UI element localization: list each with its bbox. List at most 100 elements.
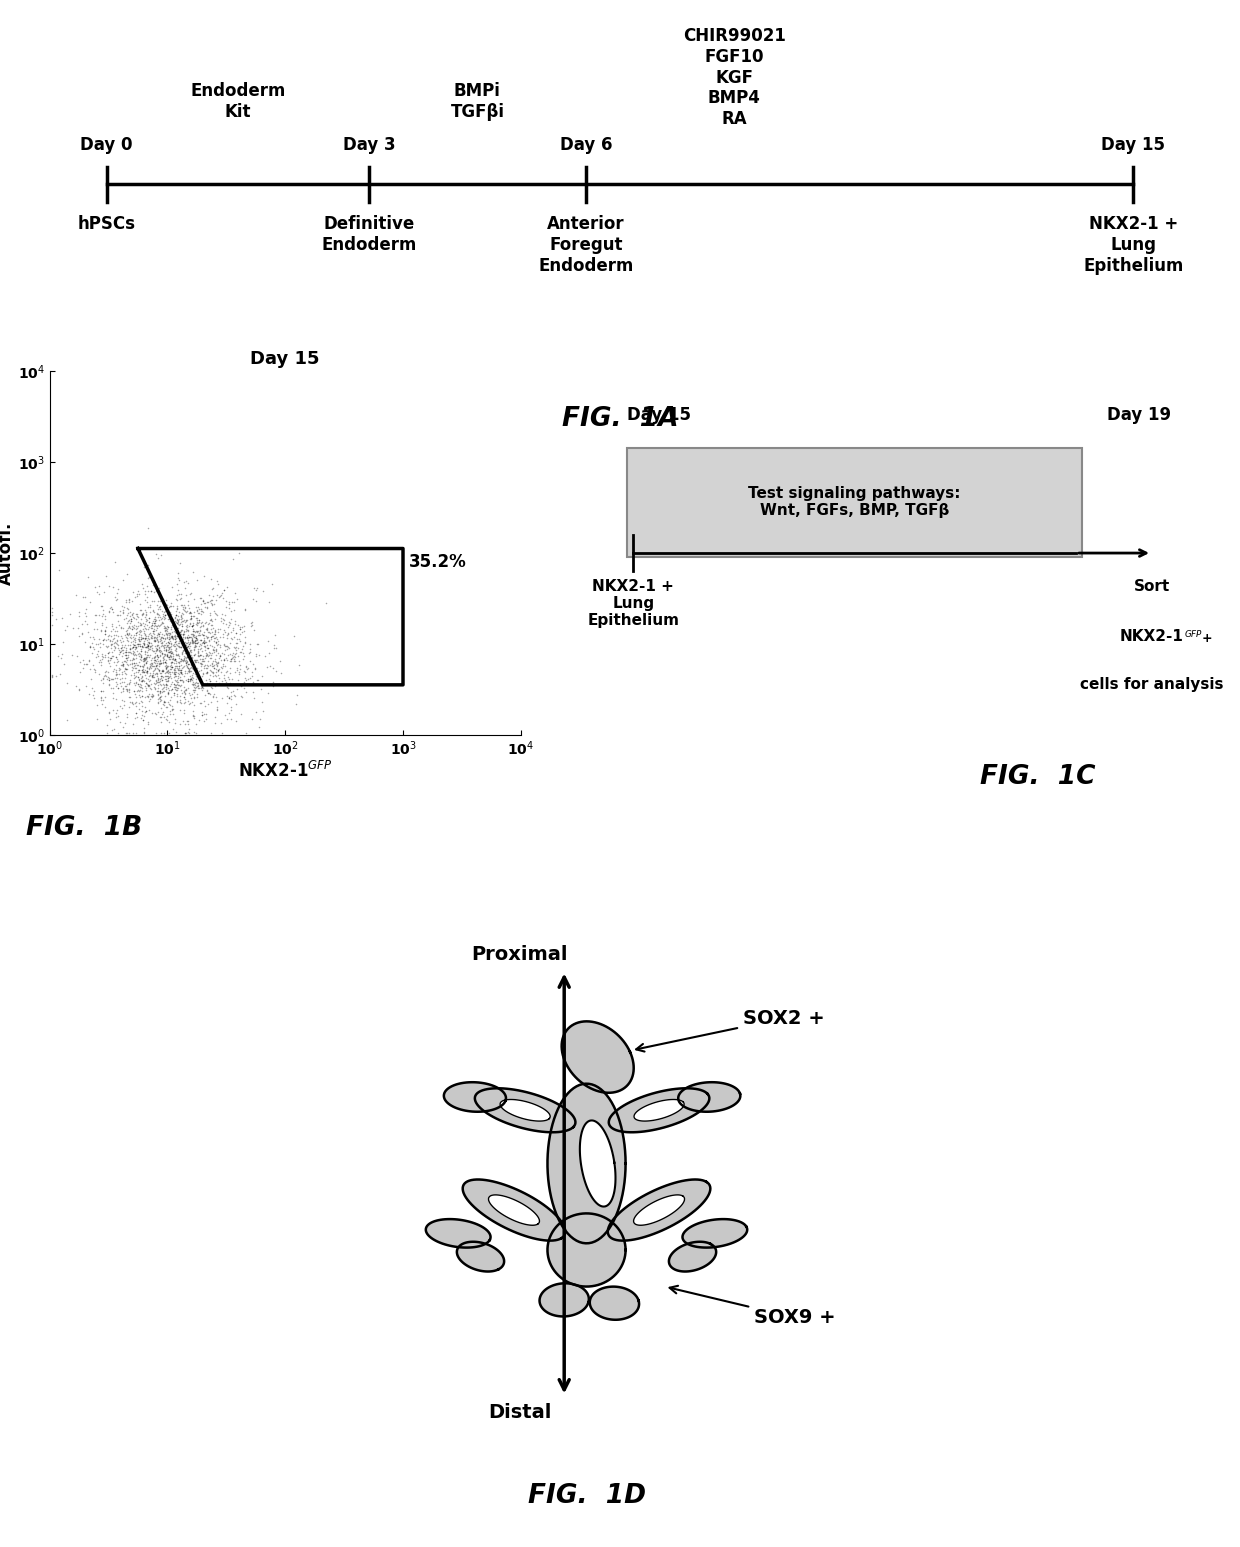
Point xyxy=(164,594,184,619)
Point xyxy=(135,651,155,676)
Point xyxy=(98,634,118,659)
Point xyxy=(134,633,154,657)
Point xyxy=(115,710,135,735)
Point xyxy=(175,625,195,650)
Point xyxy=(149,651,169,676)
Point xyxy=(170,619,190,644)
Point xyxy=(146,653,166,678)
Point xyxy=(138,636,157,661)
Point xyxy=(171,657,191,682)
Point xyxy=(99,654,119,679)
Point xyxy=(89,650,109,674)
Point xyxy=(130,665,150,690)
Point xyxy=(135,622,155,647)
Point xyxy=(215,633,234,657)
Point xyxy=(203,634,223,659)
Point xyxy=(129,582,149,606)
Point xyxy=(185,681,205,705)
Point xyxy=(139,552,159,577)
Point xyxy=(198,583,218,608)
Point xyxy=(197,617,217,642)
Point xyxy=(207,583,227,608)
Point xyxy=(156,657,176,682)
Point xyxy=(98,648,118,673)
Point xyxy=(144,619,164,644)
Point xyxy=(118,622,138,647)
Point xyxy=(156,616,176,640)
Point xyxy=(201,625,221,650)
Point xyxy=(177,625,197,650)
Point xyxy=(153,645,172,670)
Point xyxy=(124,633,144,657)
Point xyxy=(129,674,149,699)
Point xyxy=(119,684,139,709)
Point xyxy=(120,640,140,665)
Point xyxy=(169,657,188,682)
Point xyxy=(149,575,169,600)
Point xyxy=(162,625,182,650)
Point xyxy=(107,603,126,628)
Point xyxy=(139,684,159,709)
Point xyxy=(124,580,144,605)
Point xyxy=(133,648,153,673)
Point xyxy=(162,654,182,679)
Point xyxy=(171,692,191,716)
Point xyxy=(150,639,170,664)
Point xyxy=(104,622,124,647)
Point xyxy=(63,616,83,640)
Point xyxy=(139,673,159,698)
Point xyxy=(126,651,146,676)
Point xyxy=(156,625,176,650)
Point xyxy=(130,662,150,687)
Point xyxy=(149,628,169,653)
Point xyxy=(122,650,141,674)
Point xyxy=(92,685,112,710)
Point xyxy=(175,674,195,699)
Point xyxy=(177,661,197,685)
Point xyxy=(128,664,148,688)
Point xyxy=(103,681,123,705)
Point xyxy=(185,625,205,650)
Point xyxy=(316,591,336,616)
Point xyxy=(188,664,208,688)
Point xyxy=(136,648,156,673)
Point xyxy=(212,610,232,634)
Point xyxy=(202,577,222,602)
Point xyxy=(171,668,191,693)
Point xyxy=(153,611,172,636)
Point xyxy=(108,631,128,656)
Point xyxy=(171,647,191,671)
Point xyxy=(208,628,228,653)
Point xyxy=(151,664,171,688)
Point xyxy=(134,659,154,684)
Point xyxy=(161,653,181,678)
Point xyxy=(165,681,185,705)
Point xyxy=(104,625,124,650)
Point xyxy=(184,623,203,648)
Point xyxy=(165,627,185,651)
Point xyxy=(146,701,166,726)
Point xyxy=(166,636,186,661)
Point xyxy=(174,709,193,733)
Point xyxy=(226,634,246,659)
Point xyxy=(205,627,224,651)
Point xyxy=(190,670,210,695)
Point xyxy=(172,628,192,653)
Point xyxy=(176,600,196,625)
Point xyxy=(150,651,170,676)
Point xyxy=(186,667,206,692)
Point xyxy=(191,657,211,682)
Point xyxy=(206,588,226,613)
Point xyxy=(109,657,129,682)
Point xyxy=(134,659,154,684)
Point xyxy=(172,634,192,659)
Point xyxy=(107,705,126,730)
Point xyxy=(113,676,133,701)
Point xyxy=(123,642,143,667)
Point xyxy=(192,599,212,623)
Point xyxy=(79,648,99,673)
Point xyxy=(174,596,193,620)
Point xyxy=(133,572,153,597)
Point xyxy=(206,637,226,662)
Point xyxy=(154,628,174,653)
